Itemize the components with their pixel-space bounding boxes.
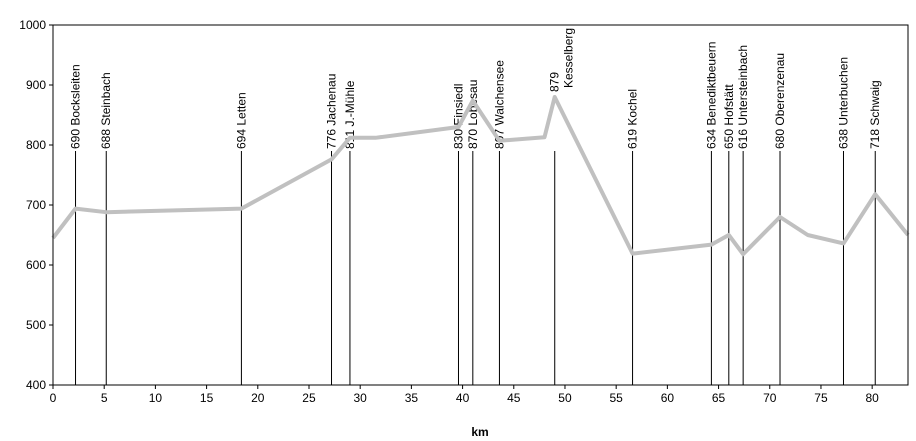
x-tick-label: 65	[712, 391, 726, 405]
y-tick-label: 1000	[19, 18, 46, 32]
y-tick-label: 800	[26, 138, 46, 152]
waypoint-label: 870 Lobesau	[466, 80, 480, 149]
x-tick-label: 45	[507, 391, 521, 405]
axes: 400 500 600 700 800 900 1000 0 5 10 15 20 25 30 35 40 45…	[19, 18, 909, 405]
waypoint-label: 638 Unterbuchen	[836, 57, 850, 149]
y-tick-label: 500	[26, 318, 46, 332]
y-tick-label: 400	[26, 378, 46, 392]
x-tick-label: 15	[200, 391, 214, 405]
x-tick-label: 55	[609, 391, 623, 405]
x-tick-label: 60	[661, 391, 675, 405]
x-tick-label: 70	[763, 391, 777, 405]
x-axis-title: km	[471, 425, 488, 439]
waypoint-label: 634 Benediktbeuern	[704, 42, 718, 149]
waypoint-label: 690 Bocksleiten	[69, 64, 83, 149]
x-tick-label: 50	[558, 391, 572, 405]
waypoint-label: 616 Untersteinbach	[736, 45, 750, 149]
waypoint-label: 776 Jachenau	[325, 74, 339, 149]
y-tick-label: 700	[26, 198, 46, 212]
waypoint-label: Kesselberg	[562, 28, 576, 88]
y-tick-label: 900	[26, 78, 46, 92]
waypoint-label: 680 Oberenzenau	[773, 53, 787, 149]
x-tick-label: 30	[354, 391, 368, 405]
x-tick-label: 80	[865, 391, 879, 405]
waypoint-label: 694 Letten	[234, 92, 248, 149]
waypoint-label: 807 Walchensee	[492, 60, 506, 149]
profile-line-layer	[51, 95, 910, 257]
x-tick-label: 5	[101, 391, 108, 405]
x-tick-label: 35	[405, 391, 419, 405]
waypoint-label: 619 Kochel	[626, 89, 640, 149]
x-tick-label: 40	[456, 391, 470, 405]
waypoint-label: 650 Hofstätt	[722, 84, 736, 149]
waypoint-label: 830 Einsiedl	[451, 84, 465, 149]
waypoint-label: 718 Schwaig	[868, 80, 882, 149]
x-tick-label: 75	[814, 391, 828, 405]
waypoint-annotations: 690 Bocksleiten 688 Steinbach 694 Letten 77…	[69, 28, 882, 385]
waypoint-label: 879	[548, 72, 562, 92]
x-tick-label: 20	[251, 391, 265, 405]
x-tick-label: 25	[302, 391, 316, 405]
x-tick-label: 0	[50, 391, 57, 405]
waypoint-label: 688 Steinbach	[99, 72, 113, 149]
waypoint-label: 811 J.-Mühle	[343, 80, 357, 149]
y-tick-label: 600	[26, 258, 46, 272]
elevation-line	[51, 95, 910, 257]
x-tick-label: 10	[149, 391, 163, 405]
